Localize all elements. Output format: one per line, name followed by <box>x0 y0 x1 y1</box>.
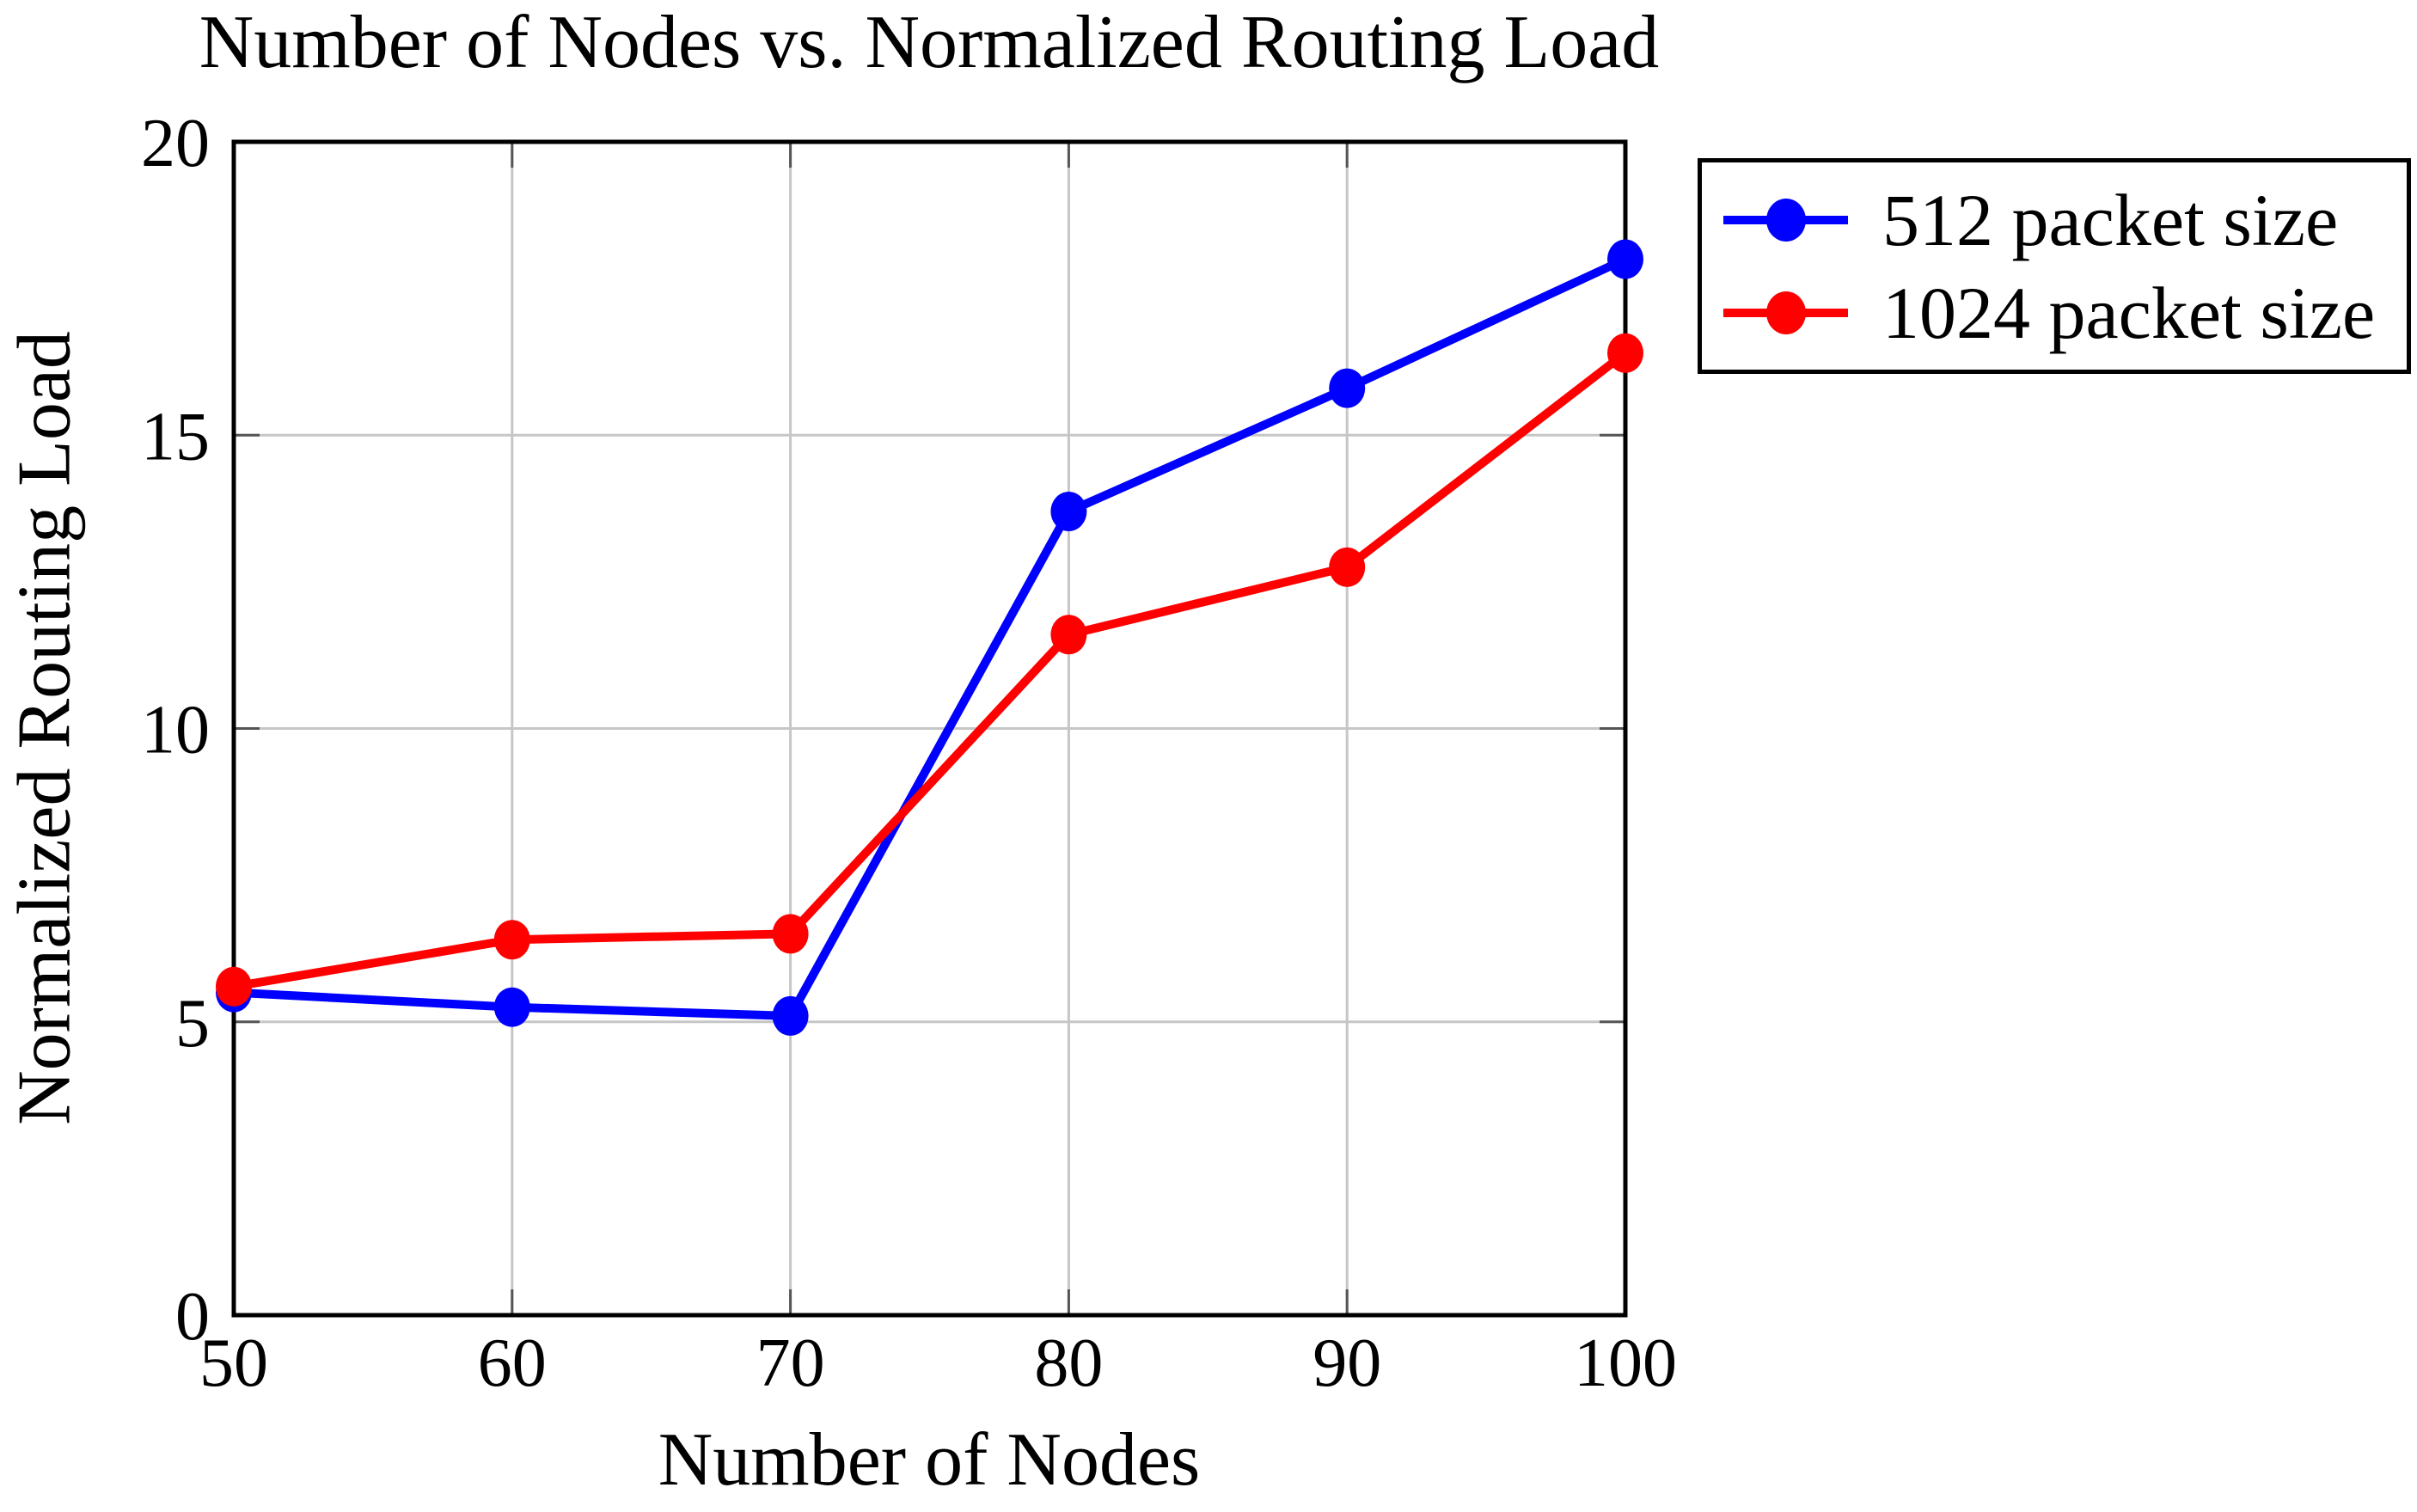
data-point-marker <box>1329 547 1366 587</box>
data-point-marker <box>493 920 530 960</box>
x-tick-label: 100 <box>1574 1325 1677 1401</box>
y-tick-label: 5 <box>175 986 210 1062</box>
plot-frame <box>231 139 1628 1318</box>
x-tick-label: 50 <box>199 1325 268 1401</box>
legend-sample-1024 <box>1723 289 1848 337</box>
legend-sample-512 <box>1723 196 1848 244</box>
series-line <box>229 348 1630 991</box>
data-point-marker <box>493 987 530 1027</box>
data-point-marker <box>1329 368 1366 408</box>
data-point-marker <box>772 995 809 1036</box>
legend-box: 512 packet size 1024 packet size <box>1698 158 2411 374</box>
x-tick-label: 70 <box>756 1325 825 1401</box>
legend-label-1024: 1024 packet size <box>1882 271 2376 354</box>
blue-dot-marker-icon <box>1765 198 1806 242</box>
y-tick-label: 20 <box>141 106 210 181</box>
legend-entry-1024: 1024 packet size <box>1702 273 2407 352</box>
chart-title: Number of Nodes vs. Normalized Routing L… <box>199 1 1660 84</box>
x-tick-label: 80 <box>1034 1325 1103 1401</box>
data-point-marker <box>216 966 252 1007</box>
data-point-marker <box>1607 333 1643 373</box>
data-point-marker <box>1050 615 1087 655</box>
y-tick-label: 10 <box>141 693 210 768</box>
data-point-marker <box>772 914 809 954</box>
legend-label-512: 512 packet size <box>1882 178 2339 261</box>
data-point-marker <box>1050 491 1087 531</box>
y-tick-label: 15 <box>141 399 210 474</box>
legend-entry-512: 512 packet size <box>1702 181 2407 260</box>
x-axis-label: Number of Nodes <box>658 1418 1201 1502</box>
y-tick-label: 0 <box>175 1279 210 1355</box>
x-tick-label: 60 <box>478 1325 547 1401</box>
red-dot-marker-icon <box>1765 291 1806 334</box>
x-tick-label: 90 <box>1313 1325 1381 1401</box>
data-point-marker <box>1607 239 1643 279</box>
series-line <box>229 254 1630 1020</box>
